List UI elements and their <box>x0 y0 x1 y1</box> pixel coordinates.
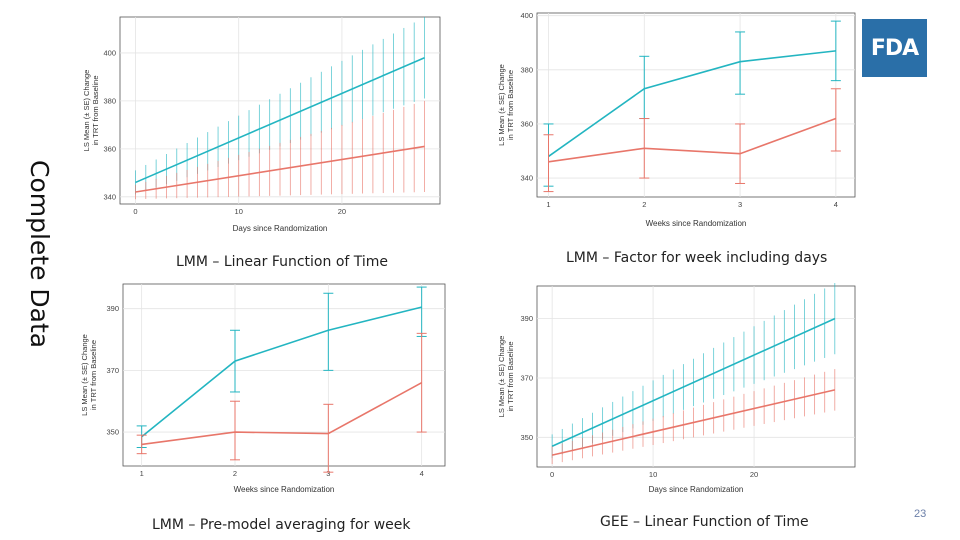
x-tick-label: 4 <box>420 469 424 478</box>
y-axis-label: in TRT from Baseline <box>506 341 515 411</box>
y-tick-label: 340 <box>520 174 533 183</box>
chart-lmm-linear: 340 360 380 400 0 10 20 Days since Randomizatio… <box>82 16 441 233</box>
x-axis-label: Weeks since Randomization <box>646 219 747 228</box>
y-axis-label: LS Mean (± SE) Change <box>497 64 506 146</box>
series-line-control <box>141 382 423 446</box>
y-tick-label: 390 <box>520 314 533 323</box>
x-axis-label: Days since Randomization <box>233 224 328 233</box>
caption-lmm-linear: LMM – Linear Function of Time <box>176 254 389 270</box>
plot-area <box>536 285 856 468</box>
series-line-treatment <box>551 317 836 447</box>
y-tick-label: 350 <box>106 428 119 437</box>
x-axis-label: Days since Randomization <box>649 485 744 494</box>
y-tick-label: 370 <box>106 366 119 375</box>
x-tick-label: 2 <box>233 469 237 478</box>
y-tick-label: 380 <box>520 65 533 74</box>
y-tick-label: 370 <box>520 373 533 382</box>
y-tick-label: 400 <box>103 48 116 57</box>
x-tick-label: 3 <box>326 469 330 478</box>
chart-panel-lmm-premodel: 350 370 390 1 2 3 4 Weeks since Randomization LS… <box>78 278 450 498</box>
chart-panel-lmm-factor-week: 340 360 380 400 1 2 3 4 Weeks since Randomizatio… <box>495 5 860 230</box>
y-axis-label: in TRT from Baseline <box>506 70 515 140</box>
x-tick-label: 0 <box>133 207 137 216</box>
caption-lmm-premodel: LMM – Pre-model averaging for week <box>152 517 411 533</box>
series-line-control <box>551 389 835 456</box>
chart-lmm-factor-week: 340 360 380 400 1 2 3 4 Weeks since Randomizatio… <box>497 11 856 228</box>
y-axis-label: in TRT from Baseline <box>91 75 100 145</box>
y-tick-label: 360 <box>520 119 533 128</box>
y-axis-label: in TRT from Baseline <box>89 340 98 410</box>
plot-area <box>122 283 446 467</box>
y-tick-label: 390 <box>106 304 119 313</box>
page-number: 23 <box>914 508 927 520</box>
x-tick-label: 1 <box>546 200 550 209</box>
x-tick-label: 10 <box>235 207 243 216</box>
x-tick-label: 2 <box>642 200 646 209</box>
caption-gee-linear: GEE – Linear Function of Time <box>600 514 809 530</box>
x-tick-label: 20 <box>750 470 758 479</box>
chart-gee-linear: 350 370 390 0 10 20 Days since Randomization LS… <box>497 283 856 494</box>
y-tick-label: 380 <box>103 96 116 105</box>
plot-area <box>536 12 856 198</box>
x-tick-label: 20 <box>338 207 346 216</box>
complete-data-label: Complete Data <box>25 160 54 349</box>
series-line-control <box>135 145 425 193</box>
series-line-control <box>548 117 837 163</box>
y-axis-label: LS Mean (± SE) Change <box>80 334 89 416</box>
series-line-treatment <box>548 50 836 158</box>
fda-logo: FDA <box>862 19 927 77</box>
y-axis-label: LS Mean (± SE) Change <box>82 70 91 152</box>
chart-panel-lmm-linear: 340 360 380 400 0 10 20 Days since Randomizatio… <box>80 12 445 237</box>
x-tick-label: 0 <box>550 470 554 479</box>
x-tick-label: 10 <box>649 470 657 479</box>
x-tick-label: 1 <box>140 469 144 478</box>
x-axis-label: Weeks since Randomization <box>234 485 335 494</box>
chart-panel-gee-linear: 350 370 390 0 10 20 Days since Randomization LS… <box>495 278 860 498</box>
series-line-treatment <box>141 306 422 438</box>
series-line-treatment <box>135 57 425 184</box>
y-tick-label: 340 <box>103 192 116 201</box>
x-tick-label: 3 <box>738 200 742 209</box>
y-tick-label: 350 <box>520 433 533 442</box>
caption-lmm-factor-week: LMM – Factor for week including days <box>566 250 828 266</box>
y-tick-label: 360 <box>103 144 116 153</box>
x-tick-label: 4 <box>834 200 838 209</box>
y-tick-label: 400 <box>520 11 533 20</box>
y-axis-label: LS Mean (± SE) Change <box>497 336 506 418</box>
chart-lmm-premodel: 350 370 390 1 2 3 4 Weeks since Randomization LS… <box>80 283 446 494</box>
